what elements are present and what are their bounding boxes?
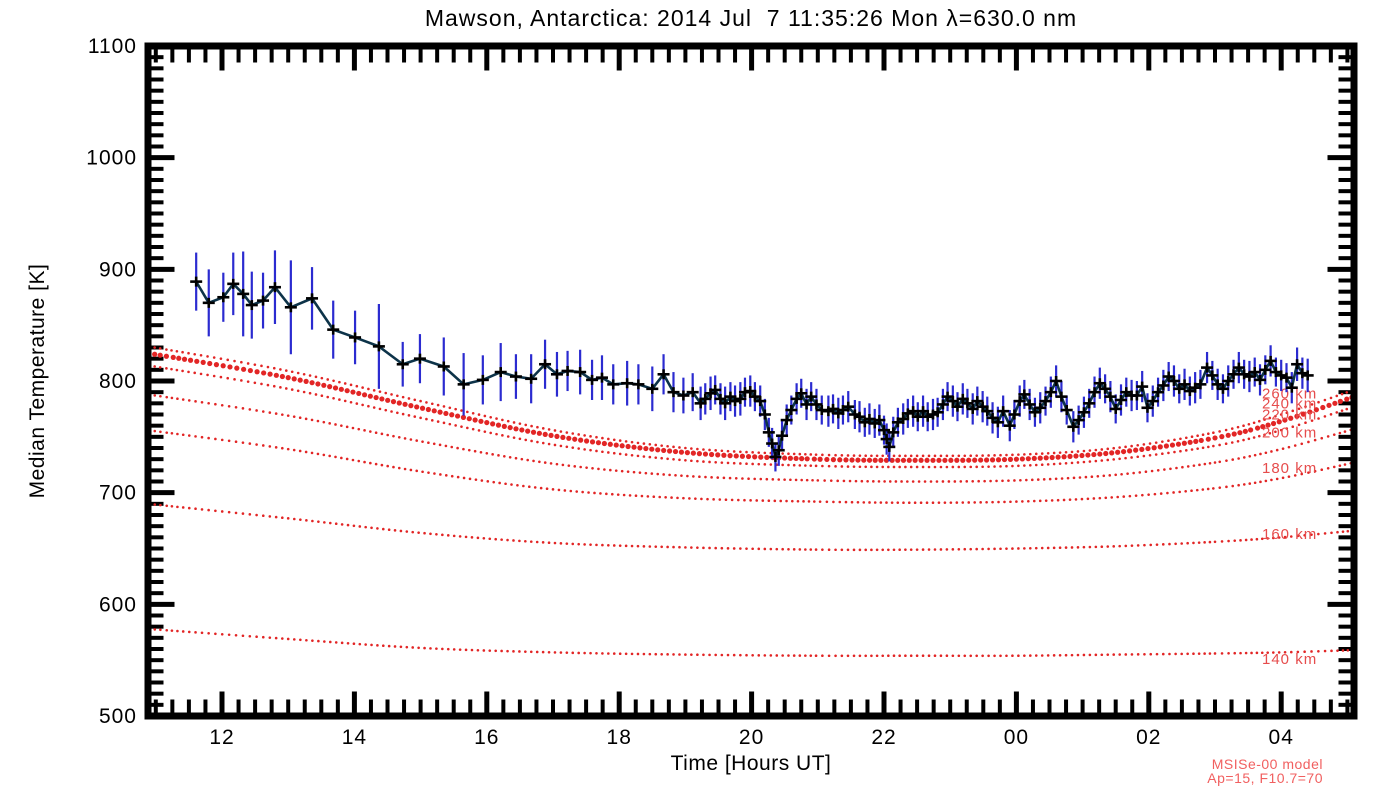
- y-axis-label: Median Temperature [K]: [26, 263, 49, 499]
- y-axis-ticks: [151, 43, 1351, 719]
- x-tick-label: 22: [871, 726, 896, 749]
- x-tick-label: 00: [1004, 726, 1029, 749]
- model-curve-label: 180 km: [1262, 460, 1317, 477]
- x-tick-label: 04: [1269, 726, 1294, 749]
- model-curve-label: 260 km: [1262, 385, 1317, 402]
- chart-title: Mawson, Antarctica: 2014 Jul 7 11:35:26 …: [424, 5, 1078, 31]
- model-curve-240-km: [152, 351, 1351, 463]
- data-line: [195, 280, 1309, 459]
- y-tick-label: 600: [99, 593, 137, 616]
- x-tick-labels: 12 14 16 18 20 22 00 02 04: [209, 726, 1294, 749]
- data-markers: [190, 276, 1314, 462]
- model-curve-140-km: [153, 628, 1350, 658]
- model-note: MSISe-00 model Ap=15, F10.7=70: [1023, 757, 1323, 785]
- x-axis-ticks: [153, 49, 1350, 713]
- y-tick-label: 800: [99, 370, 137, 393]
- model-curve-220-km: [153, 365, 1349, 469]
- x-tick-label: 18: [607, 726, 632, 749]
- model-curve-160-km: [153, 503, 1350, 552]
- x-tick-label: 16: [474, 726, 499, 749]
- model-curve-200-km: [153, 394, 1351, 483]
- x-axis-label: Time [Hours UT]: [670, 752, 832, 775]
- model-curve-label: 240 km: [1262, 395, 1317, 412]
- x-tick-label: 20: [739, 726, 764, 749]
- model-note-line2: Ap=15, F10.7=70: [1207, 770, 1323, 786]
- model-curve-label: 220 km: [1262, 407, 1317, 424]
- y-tick-label: 500: [99, 705, 137, 728]
- model-curve-180-km: [153, 429, 1351, 505]
- y-tick-label: 900: [99, 258, 137, 281]
- plot-frame: [144, 42, 1358, 720]
- x-tick-label: 14: [342, 726, 367, 749]
- model-note-line1: MSISe-00 model: [1211, 756, 1323, 772]
- y-tick-label: 700: [99, 482, 137, 505]
- y-tick-label: 1100: [88, 35, 137, 58]
- y-tick-labels: 500 600 700 800 900 1000 1100: [86, 35, 137, 728]
- x-tick-label: 02: [1136, 726, 1161, 749]
- model-curve-label: 140 km: [1262, 651, 1317, 668]
- error-bars: [195, 250, 1309, 472]
- model-curve-label: 200 km: [1262, 424, 1317, 441]
- y-tick-label: 1000: [86, 147, 137, 170]
- model-curve-260-km: [153, 346, 1349, 458]
- x-tick-label: 12: [209, 726, 234, 749]
- model-curve-label: 160 km: [1262, 526, 1317, 543]
